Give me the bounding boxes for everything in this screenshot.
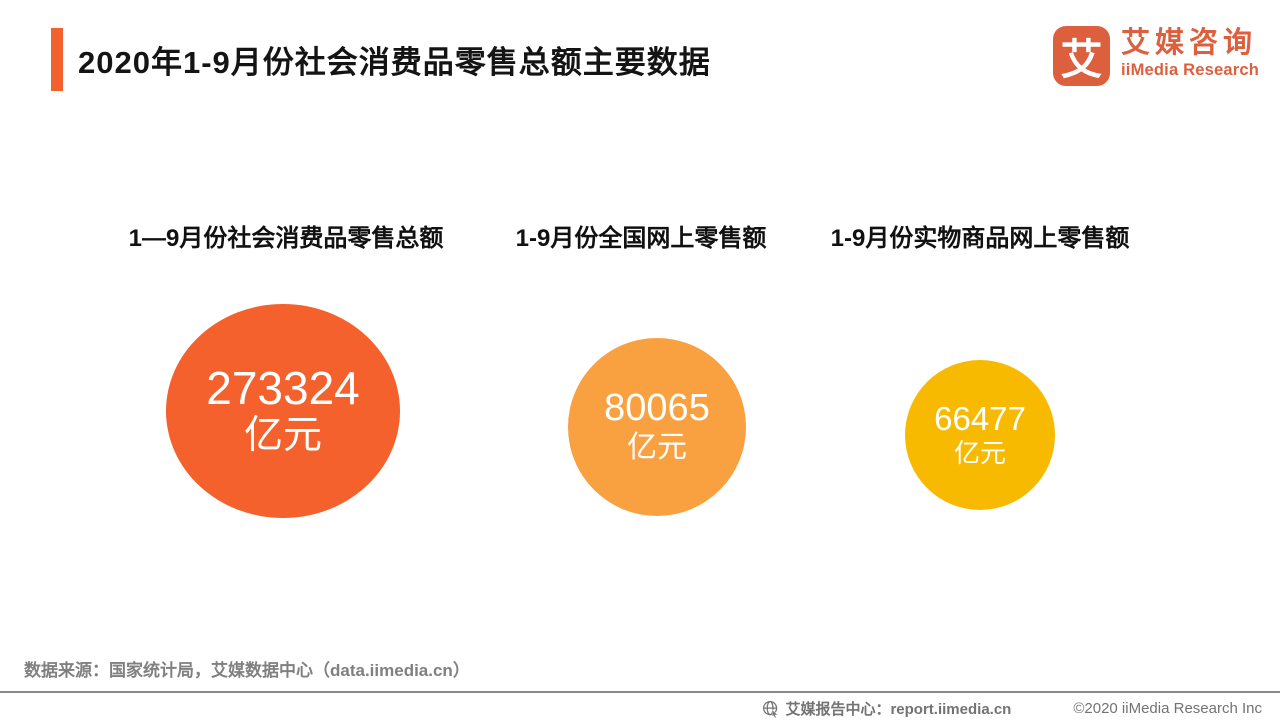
bubble-unit: 亿元 bbox=[243, 413, 322, 457]
copyright-text: ©2020 iiMedia Research Inc bbox=[1073, 700, 1262, 717]
bubble-physical-goods-online: 66477 亿元 bbox=[905, 360, 1055, 510]
bubble-value: 80065 bbox=[604, 387, 710, 430]
footer-divider bbox=[0, 691, 1280, 693]
data-source-note: 数据来源：国家统计局，艾媒数据中心（data.iimedia.cn） bbox=[24, 661, 470, 680]
brand-name-en: iiMedia Research bbox=[1121, 60, 1260, 79]
bubble-label-physical-goods-online: 1-9月份实物商品网上零售额 bbox=[830, 225, 1130, 252]
bubble-unit: 亿元 bbox=[953, 437, 1006, 468]
title-accent-bar bbox=[51, 28, 63, 91]
bubble-value: 273324 bbox=[206, 362, 360, 415]
bubble-label-online-retail: 1-9月份全国网上零售额 bbox=[515, 225, 767, 252]
globe-cursor-icon bbox=[762, 700, 780, 718]
brand-logo-text: 艾媒咨询 iiMedia Research bbox=[1121, 26, 1259, 80]
brand-logo: 艾 艾媒咨询 iiMedia Research bbox=[1053, 26, 1259, 86]
report-center-link: 艾媒报告中心：report.iimedia.cn bbox=[785, 701, 1012, 718]
page-title: 2020年1-9月份社会消费品零售总额主要数据 bbox=[78, 45, 711, 80]
bubble-value: 66477 bbox=[934, 400, 1026, 438]
bubble-online-retail: 80065 亿元 bbox=[568, 338, 746, 516]
brand-name-cn: 艾媒咨询 bbox=[1121, 27, 1258, 59]
footer: 艾媒报告中心：report.iimedia.cn ©2020 iiMedia R… bbox=[762, 698, 1262, 719]
bubble-total-retail: 273324 亿元 bbox=[166, 304, 400, 518]
bubble-unit: 亿元 bbox=[627, 430, 687, 464]
brand-logo-icon: 艾 bbox=[1053, 26, 1110, 86]
bubble-label-total-retail: 1—9月份社会消费品零售总额 bbox=[128, 225, 444, 252]
